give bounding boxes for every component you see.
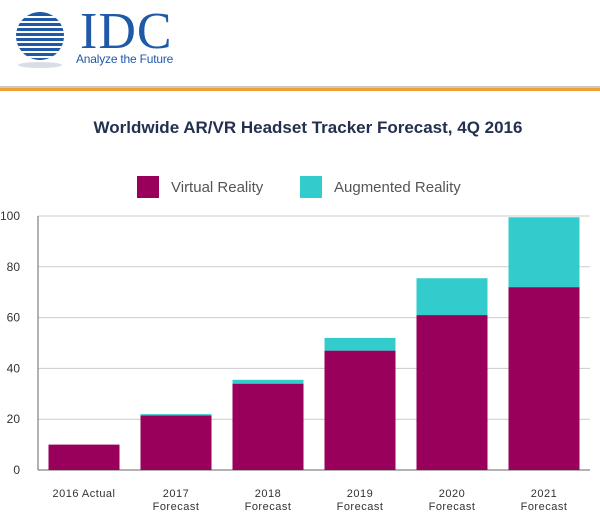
x-tick-label: Forecast — [337, 501, 384, 513]
bar-augmented-reality — [140, 414, 212, 416]
y-tick-label: 100 — [0, 209, 20, 223]
x-tick-label: Forecast — [521, 501, 568, 513]
bar-virtual-reality — [232, 383, 304, 470]
header: IDC Analyze the Future — [0, 0, 600, 92]
bar-virtual-reality — [508, 287, 580, 470]
gridlines — [38, 215, 590, 471]
x-tick-label: 2020 — [439, 488, 465, 500]
bar-augmented-reality — [508, 217, 580, 288]
y-tick-label: 80 — [7, 260, 21, 274]
bar-augmented-reality — [324, 337, 396, 351]
y-axis: 0 20 40 60 80 100 — [0, 209, 590, 477]
accent-divider — [0, 88, 600, 91]
legend-label-virtual-reality: Virtual Reality — [171, 179, 264, 196]
x-tick-label: 2019 — [347, 488, 373, 500]
y-tick-label: 0 — [13, 463, 20, 477]
y-tick-label: 20 — [7, 412, 21, 426]
globe-icon — [16, 12, 64, 68]
logo-tagline: Analyze the Future — [76, 52, 174, 66]
x-axis: 2016 Actual 2017Forecast2018Forecast2019F… — [53, 488, 568, 513]
legend-label-augmented-reality: Augmented Reality — [334, 179, 461, 196]
x-tick-label: Forecast — [245, 501, 292, 513]
logo-text: IDC — [80, 3, 173, 60]
bar-augmented-reality — [416, 278, 488, 316]
x-tick-label: 2021 — [531, 488, 557, 500]
y-tick-label: 60 — [7, 311, 21, 325]
legend-swatch-augmented-reality — [300, 176, 322, 198]
divider — [0, 86, 600, 88]
bar-virtual-reality — [324, 350, 396, 470]
bars — [48, 217, 580, 470]
bar-virtual-reality — [140, 415, 212, 470]
x-tick-label: Forecast — [153, 501, 200, 513]
bar-virtual-reality — [48, 444, 120, 470]
x-tick-label: 2018 — [255, 488, 281, 500]
x-tick-label: 2017 — [163, 488, 189, 500]
legend-swatch-virtual-reality — [137, 176, 159, 198]
bar-virtual-reality — [416, 315, 488, 470]
bar-augmented-reality — [232, 379, 304, 384]
x-tick-label: 2016 Actual — [53, 488, 116, 500]
chart-title: Worldwide AR/VR Headset Tracker Forecast… — [93, 118, 523, 137]
y-tick-label: 40 — [7, 361, 21, 375]
x-tick-label: Forecast — [429, 501, 476, 513]
